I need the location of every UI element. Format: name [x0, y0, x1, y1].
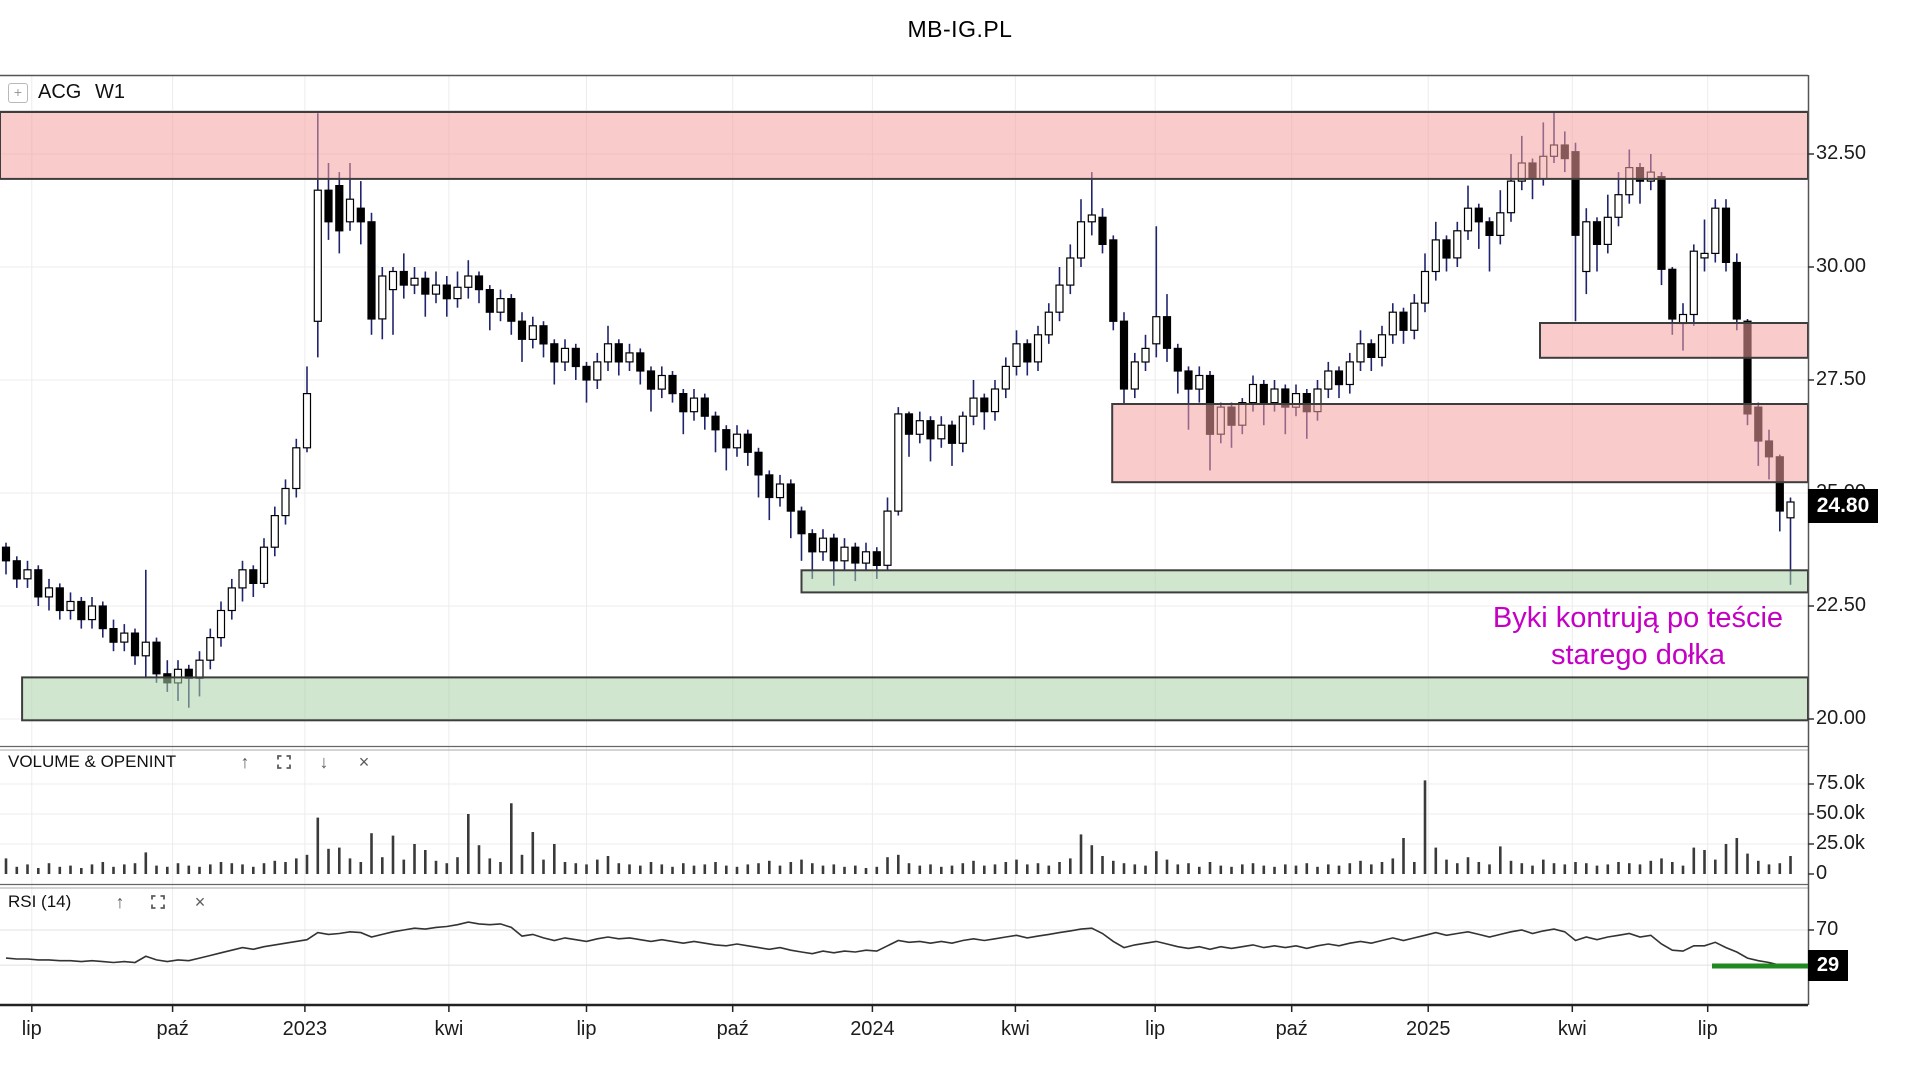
price-tick-label: 30.00 [1816, 255, 1867, 277]
price-tick-label: 22.50 [1816, 594, 1867, 616]
rsi-pane-title: RSI (14) [8, 892, 72, 911]
price-tick-label: 20.00 [1816, 707, 1867, 729]
annotation-line-1: Byki kontrują po teście [1492, 602, 1784, 634]
volume-tick-label: 25.0k [1816, 832, 1865, 854]
up-arrow-icon[interactable]: ↑ [240, 752, 250, 772]
time-tick-label: paź [156, 1018, 189, 1040]
timeframe-label: W1 [95, 81, 125, 103]
price-tick-label: 32.50 [1816, 142, 1867, 164]
close-icon[interactable]: × [358, 752, 370, 772]
time-tick-label: kwi [1557, 1018, 1587, 1040]
up-arrow-icon[interactable]: ↑ [115, 892, 125, 912]
chart-annotation: Byki kontrują po teście starego dołka [1482, 600, 1794, 674]
time-tick-label: 2023 [282, 1018, 328, 1040]
time-tick-label: lip [1145, 1018, 1166, 1040]
maximize-icon[interactable] [272, 752, 296, 774]
time-tick-label: 2025 [1405, 1018, 1451, 1040]
page-title: MB-IG.PL [907, 16, 1013, 42]
time-tick-label: lip [576, 1018, 597, 1040]
volume-tick-label: 50.0k [1816, 802, 1865, 824]
volume-tick-label: 0 [1816, 862, 1828, 884]
expand-plus-icon[interactable]: + [8, 83, 28, 103]
close-icon[interactable]: × [194, 892, 206, 912]
time-tick-label: 2024 [850, 1018, 895, 1040]
down-arrow-icon[interactable]: ↓ [319, 752, 329, 772]
time-tick-label: kwi [434, 1018, 464, 1040]
symbol-label: ACG [38, 81, 82, 103]
price-tick-label: 27.50 [1816, 368, 1867, 390]
volume-pane-header: VOLUME & OPENINT ↑ ↓ × [0, 752, 700, 778]
time-tick-label: lip [21, 1018, 42, 1040]
time-tick-label: kwi [1000, 1018, 1030, 1040]
time-tick-label: paź [1275, 1018, 1308, 1040]
time-tick-label: lip [1697, 1018, 1718, 1040]
rsi-current-value-flag: 29 [1808, 950, 1848, 981]
maximize-icon[interactable] [146, 892, 170, 914]
time-tick-label: paź [716, 1018, 749, 1040]
last-price-flag: 24.80 [1808, 489, 1878, 523]
volume-pane-title: VOLUME & OPENINT [8, 752, 177, 771]
rsi-tick-label: 70 [1816, 918, 1839, 940]
rsi-pane-header: RSI (14) ↑ × [0, 892, 700, 918]
annotation-line-2: starego dołka [1550, 639, 1726, 671]
symbol-toolbar: + ACG W1 [0, 76, 1808, 110]
volume-tick-label: 75.0k [1816, 772, 1865, 794]
